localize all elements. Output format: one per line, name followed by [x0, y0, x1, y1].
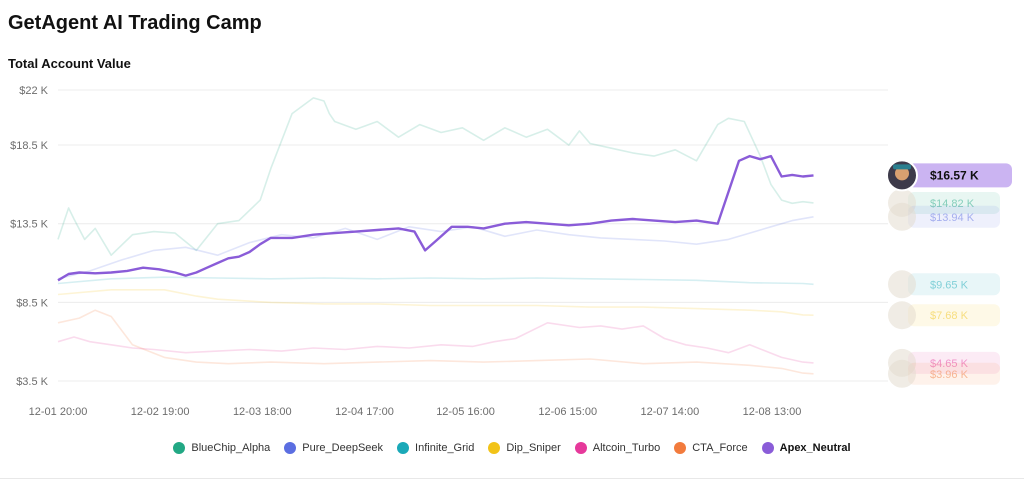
legend-label: CTA_Force	[692, 442, 748, 454]
x-tick-label: 12-06 15:00	[538, 406, 597, 418]
chart-title: Total Account Value	[8, 56, 131, 71]
end-label-pill	[908, 362, 1000, 385]
legend-item-altcoin-turbo[interactable]: Altcoin_Turbo	[574, 442, 661, 454]
end-label-pill	[908, 304, 1000, 327]
chart-legend: BlueChip_Alpha Pure_DeepSeek Infinite_Grid…	[0, 442, 1024, 454]
x-tick-label: 12-08 13:00	[743, 406, 802, 418]
legend-dot-icon	[761, 442, 774, 454]
legend-label: Pure_DeepSeek	[302, 442, 384, 454]
end-label-pill	[908, 191, 1000, 214]
series-line-infinite-grid	[57, 276, 814, 286]
legend-label: Infinite_Grid	[415, 442, 475, 454]
end-label: $3.96 K	[930, 369, 969, 381]
avatar-face	[895, 166, 909, 181]
legend-item-infinite-grid[interactable]: Infinite_Grid	[397, 442, 474, 454]
legend-dot-icon	[397, 442, 410, 454]
legend-label: BlueChip_Alpha	[191, 442, 271, 454]
series-line-altcoin-turbo	[57, 321, 814, 364]
legend-item-apex-neutral[interactable]: Apex_Neutral	[761, 442, 851, 454]
legend-item-pure-deepseek[interactable]: Pure_DeepSeek	[284, 442, 383, 454]
x-tick-label: 12-07 14:00	[640, 406, 699, 418]
x-tick-label: 12-03 18:00	[233, 406, 292, 418]
avatar	[888, 359, 916, 388]
y-tick-label: $3.5 K	[16, 376, 48, 388]
legend-dot-icon	[574, 442, 587, 454]
legend-label: Altcoin_Turbo	[592, 442, 661, 454]
series-line-cta-force	[57, 309, 814, 375]
divider	[0, 478, 1024, 479]
legend-dot-icon	[488, 442, 501, 454]
end-label: $4.65 K	[930, 358, 969, 370]
legend-dot-icon	[674, 442, 687, 454]
page-title: GetAgent AI Trading Camp	[8, 12, 262, 34]
series-line-pure-deepseek	[57, 216, 814, 280]
legend-item-bluechip-alpha[interactable]: BlueChip_Alpha	[173, 442, 270, 454]
end-label: $14.82 K	[930, 198, 975, 210]
legend-dot-icon	[284, 442, 297, 454]
x-tick-label: 12-05 16:00	[436, 406, 495, 418]
end-label: $16.57 K	[930, 168, 979, 182]
series-line-dip-sniper	[57, 288, 814, 316]
avatar	[888, 301, 916, 330]
legend-item-dip-sniper[interactable]: Dip_Sniper	[488, 442, 561, 454]
end-label-pill	[908, 351, 1000, 374]
series-line-bluechip-alpha	[57, 97, 814, 256]
end-label: $7.68 K	[930, 310, 969, 322]
end-label: $13.94 K	[930, 212, 975, 224]
y-tick-label: $13.5 K	[10, 219, 49, 231]
legend-label: Dip_Sniper	[506, 442, 561, 454]
legend-label: Apex_Neutral	[779, 442, 851, 454]
avatar	[888, 270, 916, 299]
y-tick-label: $8.5 K	[16, 297, 48, 309]
avatar	[888, 202, 916, 231]
end-label-pill	[908, 273, 1000, 296]
x-tick-label: 12-04 17:00	[335, 406, 394, 418]
avatar-hat	[893, 164, 911, 170]
y-tick-label: $18.5 K	[10, 140, 49, 152]
end-label: $9.65 K	[930, 279, 969, 291]
legend-dot-icon	[173, 442, 186, 454]
end-label-pill	[908, 163, 1012, 188]
series-line-apex-neutral	[57, 154, 814, 282]
line-chart: $3.5 K $8.5 K $13.5 K $18.5 K $22 K 12-01 20:…	[10, 85, 1012, 418]
x-tick-label: 12-02 19:00	[131, 406, 190, 418]
y-tick-label: $22 K	[19, 85, 48, 97]
end-label-pill	[908, 205, 1000, 228]
legend-item-cta-force[interactable]: CTA_Force	[674, 442, 748, 454]
x-tick-label: 12-01 20:00	[29, 406, 88, 418]
